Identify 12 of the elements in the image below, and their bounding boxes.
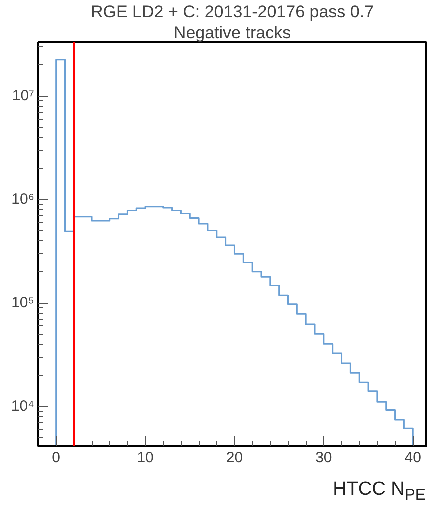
y-tick-label: 10⁶ <box>12 191 34 208</box>
y-tick-label: 10⁴ <box>11 398 35 415</box>
x-axis-title: HTCC N$_{PE}$ <box>333 478 426 506</box>
chart-subtitle: Negative tracks <box>174 24 292 42</box>
x-tick-label: 10 <box>137 450 154 466</box>
x-tick-label: 40 <box>404 450 422 466</box>
x-tick-label: 0 <box>52 450 61 466</box>
x-tick-label: 20 <box>226 450 244 466</box>
chart-title: RGE LD2 + C: 20131-20176 pass 0.7 <box>90 2 374 22</box>
x-tick-label: 30 <box>316 450 332 466</box>
y-tick-label: 10⁵ <box>12 294 35 312</box>
y-tick-label: 10⁷ <box>12 88 35 105</box>
